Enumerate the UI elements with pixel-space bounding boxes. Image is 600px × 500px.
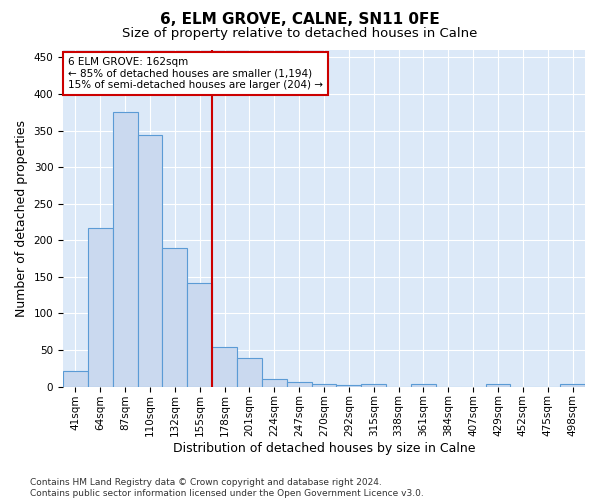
- Text: Contains HM Land Registry data © Crown copyright and database right 2024.
Contai: Contains HM Land Registry data © Crown c…: [30, 478, 424, 498]
- Bar: [311, 384, 337, 386]
- Bar: [361, 384, 386, 386]
- Bar: [63, 370, 88, 386]
- Bar: [237, 358, 262, 386]
- Bar: [262, 378, 287, 386]
- Text: Size of property relative to detached houses in Calne: Size of property relative to detached ho…: [122, 28, 478, 40]
- Y-axis label: Number of detached properties: Number of detached properties: [15, 120, 28, 317]
- Bar: [163, 248, 187, 386]
- Bar: [137, 135, 163, 386]
- Bar: [485, 384, 511, 386]
- Bar: [187, 284, 212, 387]
- Bar: [560, 384, 585, 386]
- Text: 6 ELM GROVE: 162sqm
← 85% of detached houses are smaller (1,194)
15% of semi-det: 6 ELM GROVE: 162sqm ← 85% of detached ho…: [68, 56, 323, 90]
- Bar: [88, 228, 113, 386]
- Text: 6, ELM GROVE, CALNE, SN11 0FE: 6, ELM GROVE, CALNE, SN11 0FE: [160, 12, 440, 28]
- Bar: [411, 384, 436, 386]
- X-axis label: Distribution of detached houses by size in Calne: Distribution of detached houses by size …: [173, 442, 475, 455]
- Bar: [212, 347, 237, 387]
- Bar: [287, 382, 311, 386]
- Bar: [337, 385, 361, 386]
- Bar: [113, 112, 137, 386]
